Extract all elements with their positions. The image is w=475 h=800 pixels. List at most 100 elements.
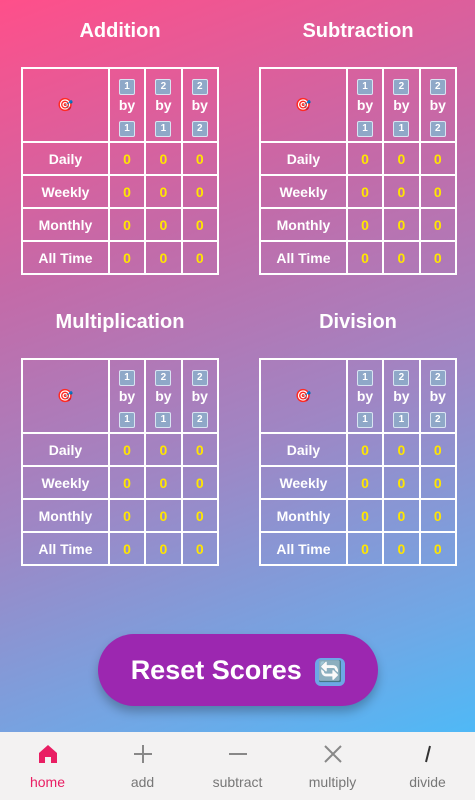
score-row: Weekly 0 0 0 <box>259 465 458 500</box>
target-icon: 🎯 <box>21 358 110 434</box>
nav-add-label: add <box>130 774 155 790</box>
score-value: 0 <box>180 498 220 533</box>
score-row: All Time 0 0 0 <box>21 240 220 275</box>
addition-title: Addition <box>79 20 161 42</box>
period-label: Monthly <box>259 498 348 533</box>
column-header: 2 by 2 <box>418 67 458 143</box>
score-row: Weekly 0 0 0 <box>21 465 220 500</box>
score-row: Daily 0 0 0 <box>21 432 220 467</box>
score-value: 0 <box>418 141 458 176</box>
score-value: 0 <box>107 465 147 500</box>
score-value: 0 <box>180 207 220 242</box>
period-label: All Time <box>21 531 110 566</box>
keycap-digit: 2 <box>191 120 208 137</box>
period-label: Daily <box>259 432 348 467</box>
score-value: 0 <box>345 432 385 467</box>
nav-multiply[interactable]: multiply <box>285 732 380 800</box>
by-label: by <box>191 96 208 113</box>
keycap-digit: 2 <box>191 78 208 95</box>
score-value: 0 <box>418 465 458 500</box>
score-value: 0 <box>107 498 147 533</box>
score-row: Daily 0 0 0 <box>259 141 458 176</box>
target-icon: 🎯 <box>259 358 348 434</box>
keycap-digit: 2 <box>393 369 410 386</box>
score-value: 0 <box>144 531 183 566</box>
division-score-table: 🎯 1 by 1 2 by 1 2 by 2 Daily 0 0 0 Weekly 0 0 0 Monthly 0 0 0… <box>259 358 458 566</box>
by-label: by <box>393 387 410 404</box>
period-label: Weekly <box>259 174 348 209</box>
period-label: All Time <box>259 531 348 566</box>
nav-home[interactable]: home <box>0 732 95 800</box>
minus-icon <box>190 742 285 770</box>
column-header: 1 by 1 <box>345 358 385 434</box>
refresh-icon: 🔄 <box>315 657 346 686</box>
keycap-digit: 1 <box>155 411 172 428</box>
score-row: All Time 0 0 0 <box>259 240 458 275</box>
score-row: Weekly 0 0 0 <box>259 174 458 209</box>
division-block: Division 🎯 1 by 1 2 by 1 2 by 2 Daily 0 0 0 Weekly 0 0 0 M… <box>259 306 458 566</box>
period-label: Monthly <box>21 207 110 242</box>
multiplication-block: Multiplication 🎯 1 by 1 2 by 1 2 by 2 Daily 0 0 0 Week… <box>21 306 220 566</box>
keycap-digit: 1 <box>393 120 410 137</box>
keycap-digit: 2 <box>393 78 410 95</box>
period-label: Weekly <box>21 174 110 209</box>
score-value: 0 <box>382 240 421 275</box>
keycap-digit: 2 <box>155 369 172 386</box>
score-value: 0 <box>345 207 385 242</box>
nav-multiply-label: multiply <box>308 774 357 790</box>
score-value: 0 <box>180 432 220 467</box>
score-value: 0 <box>144 465 183 500</box>
nav-divide-label: divide <box>409 774 446 790</box>
keycap-digit: 1 <box>357 411 374 428</box>
score-value: 0 <box>345 531 385 566</box>
score-value: 0 <box>382 465 421 500</box>
addition-score-table: 🎯 1 by 1 2 by 1 2 by 2 Daily 0 0 0 Weekly 0 0 0 Monthly 0 0 0… <box>21 67 220 275</box>
score-value: 0 <box>180 531 220 566</box>
score-value: 0 <box>144 207 183 242</box>
by-label: by <box>356 387 374 404</box>
score-row: Weekly 0 0 0 <box>21 174 220 209</box>
score-value: 0 <box>418 531 458 566</box>
nav-divide[interactable]: divide <box>380 732 475 800</box>
score-value: 0 <box>418 498 458 533</box>
score-row: Monthly 0 0 0 <box>259 498 458 533</box>
score-value: 0 <box>144 432 183 467</box>
score-value: 0 <box>107 174 147 209</box>
plus-icon <box>95 742 190 770</box>
nav-subtract[interactable]: subtract <box>190 732 285 800</box>
times-icon <box>285 742 380 770</box>
score-value: 0 <box>345 498 385 533</box>
by-label: by <box>429 96 446 113</box>
keycap-digit: 2 <box>155 78 172 95</box>
column-header: 2 by 1 <box>382 358 421 434</box>
slash-icon <box>380 742 475 770</box>
subtraction-score-table: 🎯 1 by 1 2 by 1 2 by 2 Daily 0 0 0 Weekly 0 0 0 Monthly 0 0 0… <box>259 67 458 275</box>
keycap-digit: 2 <box>191 369 208 386</box>
period-label: Monthly <box>21 498 110 533</box>
score-value: 0 <box>107 207 147 242</box>
by-label: by <box>393 96 410 113</box>
score-value: 0 <box>345 240 385 275</box>
period-label: All Time <box>21 240 110 275</box>
score-value: 0 <box>180 141 220 176</box>
column-header: 2 by 2 <box>180 358 220 434</box>
score-value: 0 <box>382 141 421 176</box>
score-row: Monthly 0 0 0 <box>21 498 220 533</box>
by-label: by <box>429 387 446 404</box>
by-label: by <box>191 387 208 404</box>
period-label: Weekly <box>259 465 348 500</box>
score-row: Monthly 0 0 0 <box>259 207 458 242</box>
score-value: 0 <box>418 207 458 242</box>
period-label: Daily <box>259 141 348 176</box>
keycap-digit: 1 <box>119 369 136 386</box>
reset-scores-button[interactable]: Reset Scores 🔄 <box>98 634 378 706</box>
score-value: 0 <box>180 174 220 209</box>
score-value: 0 <box>180 240 220 275</box>
keycap-digit: 1 <box>357 369 374 386</box>
keycap-digit: 2 <box>429 78 446 95</box>
score-value: 0 <box>107 531 147 566</box>
nav-subtract-label: subtract <box>212 774 263 790</box>
score-value: 0 <box>345 465 385 500</box>
keycap-digit: 2 <box>429 120 446 137</box>
nav-add[interactable]: add <box>95 732 190 800</box>
